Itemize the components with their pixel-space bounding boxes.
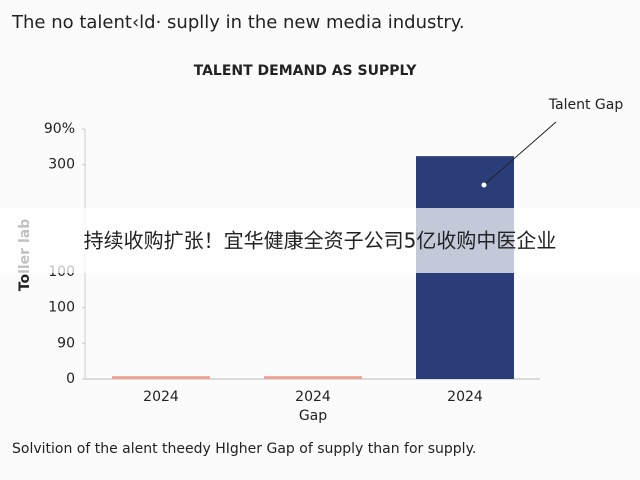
footer: Solvition of the alent theedy HIgher Gap…	[12, 441, 476, 457]
x-tick-label: 2024	[295, 389, 331, 405]
y-tick-label: 90%	[44, 121, 75, 137]
overlay-band	[0, 208, 640, 273]
caption: The no talent‹ld· suplly in the new medi…	[11, 12, 465, 33]
x-tick-label: 2024	[447, 389, 483, 405]
y-tick-label: 0	[66, 371, 75, 387]
x-tick-label: 2024	[143, 389, 179, 405]
y-tick-label: 100	[48, 300, 75, 316]
overlay-text: 持续收购扩张！宜华健康全资子公司5亿收购中医企业	[84, 229, 557, 253]
chart-title: TALENT DEMAND AS SUPPLY	[194, 63, 418, 79]
x-axis-label: Gap	[299, 408, 327, 424]
y-tick-label: 90	[57, 335, 75, 351]
y-tick-label: 300	[48, 157, 75, 173]
annotation: Talent Gap	[548, 97, 624, 113]
bar	[264, 376, 362, 379]
annotation-line	[483, 121, 557, 186]
annotation-dot	[481, 182, 487, 188]
bar	[112, 376, 210, 379]
